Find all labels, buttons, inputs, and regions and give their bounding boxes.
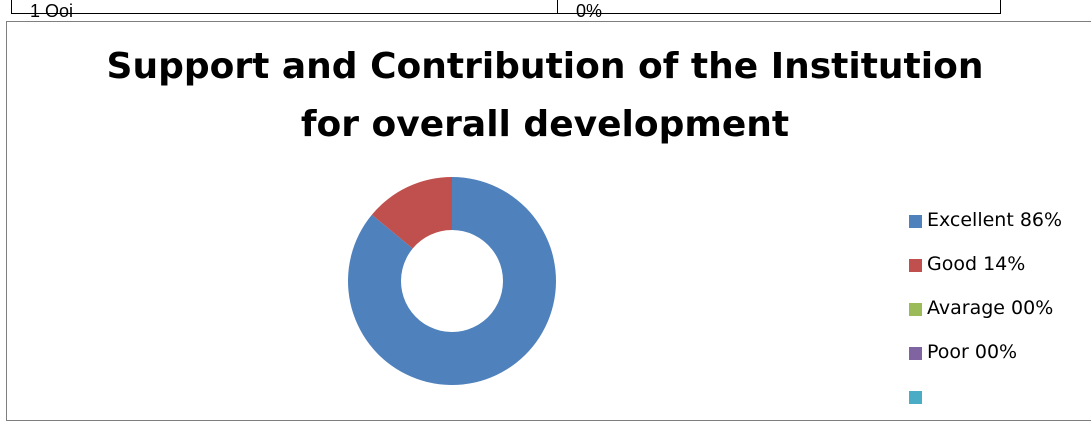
chart-title-line-2: for overall development [300,104,790,145]
legend-swatch-poor [909,347,922,360]
top-table-cell-right-text: 0% [576,1,603,21]
chart-title-line-1: Support and Contribution of the Institut… [106,46,984,87]
legend-swatch-empty [909,391,922,404]
top-table-cell-right: 0% [558,0,1000,21]
donut-chart [347,177,556,386]
legend-label-good: Good 14% [927,253,1026,275]
chart-legend: Excellent 86% Good 14% Avarage 00% Poor … [909,208,1062,428]
top-table-cell-left: 1 Ooi [12,0,558,21]
legend-swatch-excellent [909,215,922,228]
legend-label-poor: Poor 00% [927,341,1018,363]
top-table-fragment: 1 Ooi 0% [11,0,1001,21]
legend-item-poor: Poor 00% [909,340,1062,384]
legend-swatch-good [909,259,922,272]
legend-item-average: Avarage 00% [909,296,1062,340]
legend-item-good: Good 14% [909,252,1062,296]
legend-item-empty [909,384,1062,428]
chart-title: Support and Contribution of the Institut… [40,38,1050,154]
legend-item-excellent: Excellent 86% [909,208,1062,252]
legend-label-excellent: Excellent 86% [927,209,1063,231]
donut-slice-excellent [347,177,556,386]
top-table-cell-left-text: 1 Ooi [30,1,74,21]
legend-label-average: Avarage 00% [927,297,1054,319]
donut-slice-good [371,177,452,249]
legend-swatch-average [909,303,922,316]
